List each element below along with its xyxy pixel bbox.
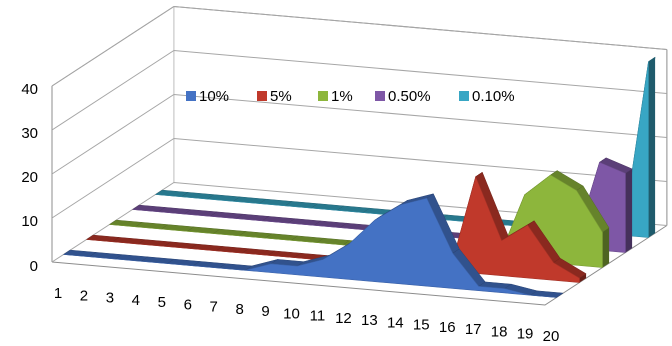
gridline — [51, 137, 667, 219]
y-tick-label: 30 — [21, 125, 38, 142]
legend-swatch — [318, 91, 328, 101]
gridline — [51, 5, 667, 87]
back-wall-edge — [51, 5, 667, 87]
x-tick-label: 12 — [335, 310, 352, 327]
x-tick-label: 18 — [491, 323, 508, 340]
x-axis-ticks: 1 2 3 4 5 6 7 8 9 10 11 12 13 14 15 16 17 18 19 20 — [54, 285, 560, 345]
gridline — [51, 49, 667, 131]
x-tick-label: 20 — [543, 328, 560, 345]
legend-swatch — [257, 91, 267, 101]
floor-edge — [51, 225, 668, 306]
legend-label: 0.10% — [472, 88, 515, 105]
legend-label: 10% — [199, 88, 229, 105]
legend-swatch — [459, 91, 469, 101]
series-end-cap — [579, 273, 587, 283]
y-axis-ticks: 0 10 20 30 40 — [21, 81, 38, 275]
legend-swatch — [186, 91, 196, 101]
x-tick-label: 8 — [235, 301, 243, 318]
x-tick-label: 5 — [158, 294, 166, 311]
x-tick-label: 2 — [80, 287, 88, 304]
legend-label: 5% — [270, 88, 292, 105]
legend-swatch — [375, 91, 385, 101]
series-layer — [62, 56, 656, 298]
x-tick-label: 1 — [54, 285, 62, 302]
series-front-face — [63, 197, 557, 298]
x-tick-label: 16 — [439, 319, 456, 336]
series-end-cap — [648, 57, 656, 238]
legend-label: 0.50% — [388, 88, 431, 105]
x-tick-label: 13 — [361, 312, 378, 329]
series-end-cap — [625, 168, 633, 253]
x-tick-label: 14 — [387, 314, 404, 331]
x-tick-label: 10 — [283, 305, 300, 322]
x-tick-label: 15 — [413, 317, 430, 334]
x-tick-label: 6 — [184, 296, 192, 313]
y-tick-label: 0 — [30, 258, 38, 275]
x-tick-label: 17 — [465, 321, 482, 338]
x-tick-label: 4 — [132, 292, 140, 309]
gridline — [51, 93, 667, 175]
series-end-cap — [602, 227, 610, 268]
x-tick-label: 3 — [106, 290, 114, 307]
y-tick-label: 40 — [21, 81, 38, 98]
series-10- — [62, 193, 564, 298]
x-tick-label: 7 — [210, 299, 218, 316]
legend: 10% 5% 1% 0.50% 0.10% — [186, 88, 515, 105]
x-tick-label: 11 — [310, 308, 326, 325]
y-tick-label: 10 — [21, 213, 38, 230]
y-tick-label: 20 — [21, 169, 38, 186]
x-tick-label: 9 — [261, 303, 269, 320]
x-tick-label: 19 — [517, 326, 534, 343]
legend-label: 1% — [331, 88, 353, 105]
